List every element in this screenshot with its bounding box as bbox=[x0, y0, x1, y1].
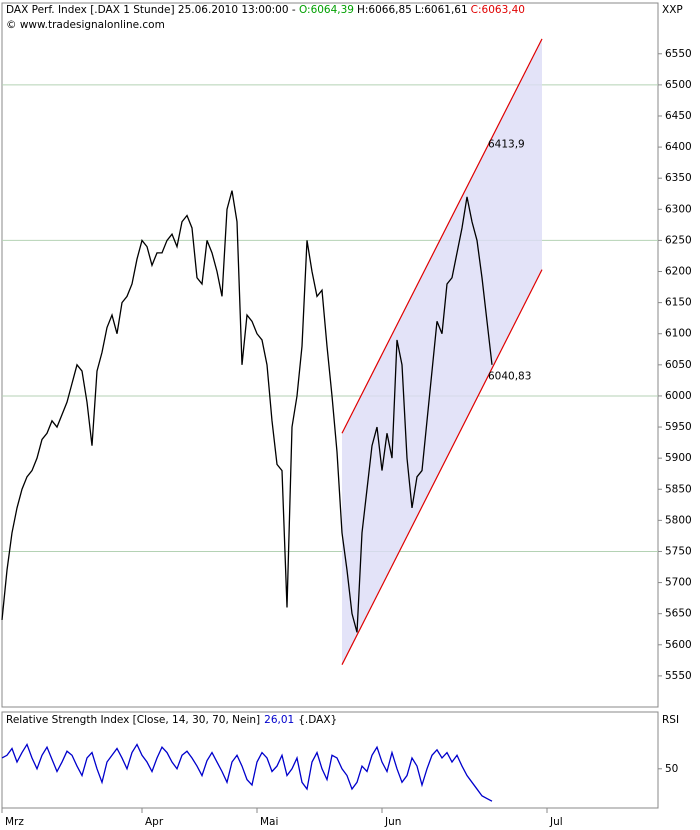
x-tick-label: Mrz bbox=[5, 816, 24, 828]
y-tick-label: 5600 bbox=[665, 639, 692, 651]
y-tick-label: 6450 bbox=[665, 110, 692, 122]
header-title: DAX Perf. Index [.DAX 1 Stunde] 25.06.20… bbox=[6, 4, 296, 16]
close: C:6063,40 bbox=[471, 4, 525, 16]
channel-line bbox=[341, 269, 543, 665]
open: O:6064,39 bbox=[299, 4, 354, 16]
x-tick-label: Mai bbox=[260, 816, 278, 828]
series-line bbox=[1, 190, 493, 633]
y-tick-label: 6400 bbox=[665, 141, 692, 153]
series-line bbox=[1, 742, 493, 802]
rsi-last: 26,01 bbox=[264, 714, 294, 726]
price-header: DAX Perf. Index [.DAX 1 Stunde] 25.06.20… bbox=[6, 4, 525, 16]
channel-fill bbox=[342, 38, 542, 665]
rsi-title: Relative Strength Index [Close, 14, 30, … bbox=[6, 714, 260, 726]
price-panel bbox=[1, 2, 659, 708]
subtitle: © www.tradesignalonline.com bbox=[6, 19, 165, 31]
y-tick-label: 5800 bbox=[665, 514, 692, 526]
y-tick-label: 6250 bbox=[665, 234, 692, 246]
y-tick-label: 50 bbox=[665, 763, 678, 775]
x-tick-label: Jul bbox=[549, 816, 563, 828]
y-tick-label: 5650 bbox=[665, 608, 692, 620]
y-tick-label: 5850 bbox=[665, 483, 692, 495]
y-tick-label: 6050 bbox=[665, 359, 692, 371]
annotation: 6040,83 bbox=[488, 371, 531, 383]
rsi-suffix: {.DAX} bbox=[298, 714, 337, 726]
y-tick-label: 5900 bbox=[665, 452, 692, 464]
y-tick-label: 6300 bbox=[665, 203, 692, 215]
y-tick-label: 6000 bbox=[665, 390, 692, 402]
low: L:6061,61 bbox=[415, 4, 468, 16]
y-tick-label: 6150 bbox=[665, 297, 692, 309]
y-tick-label: 6200 bbox=[665, 266, 692, 278]
axis-name: XXP bbox=[662, 4, 683, 16]
y-tick-label: 6350 bbox=[665, 172, 692, 184]
y-tick-label: 6100 bbox=[665, 328, 692, 340]
y-tick-label: 6500 bbox=[665, 79, 692, 91]
y-tick-label: 5550 bbox=[665, 670, 692, 682]
x-tick-label: Jun bbox=[384, 816, 401, 828]
high: H:6066,85 bbox=[357, 4, 412, 16]
y-tick-label: 5950 bbox=[665, 421, 692, 433]
rsi-panel bbox=[1, 711, 659, 809]
y-tick-label: 5700 bbox=[665, 577, 692, 589]
x-tick-label: Apr bbox=[145, 816, 164, 828]
channel-line bbox=[341, 38, 543, 434]
rsi-header: Relative Strength Index [Close, 14, 30, … bbox=[6, 714, 337, 726]
axis-name: RSI bbox=[662, 714, 679, 726]
y-tick-label: 5750 bbox=[665, 545, 692, 557]
y-tick-label: 6550 bbox=[665, 48, 692, 60]
annotation: 6413,9 bbox=[488, 138, 525, 150]
